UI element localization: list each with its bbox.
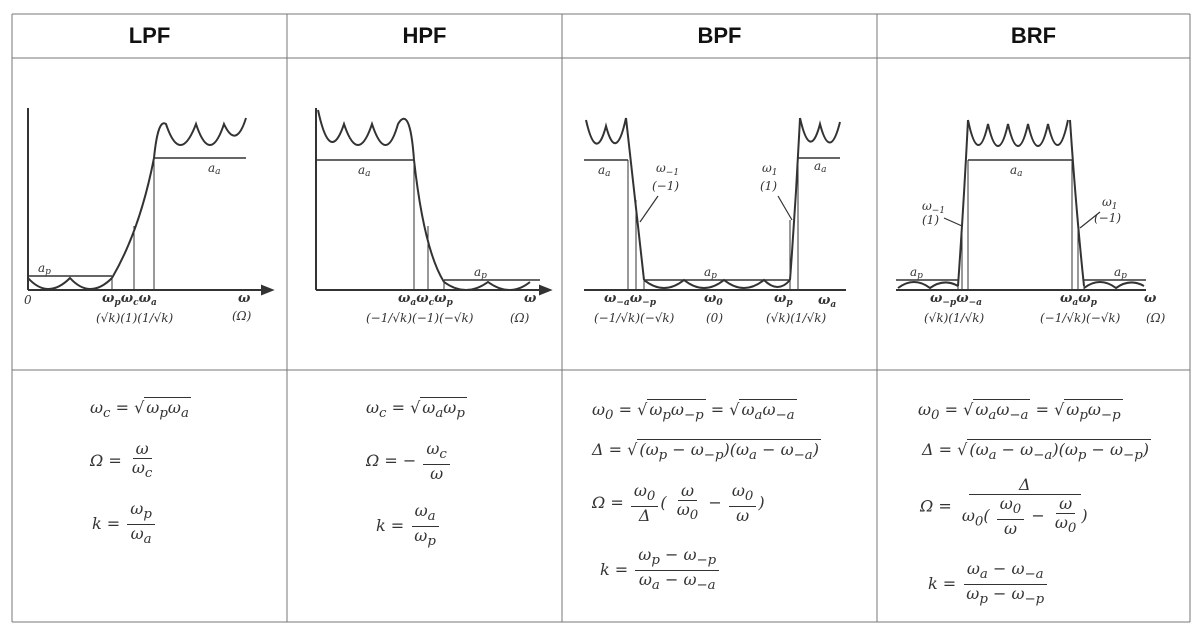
brf-ap1-label: ap: [910, 265, 923, 281]
bpf-aa1-label: aa: [598, 163, 611, 179]
bpf-w0: ω0: [704, 291, 723, 308]
bpf-left-transition: [625, 117, 645, 281]
hpf-axis-w: ω: [524, 291, 537, 306]
bpf-ticks-left: ω−aω−p: [604, 291, 657, 308]
bpf-formula-delta: Δ = √ (ωp − ω−p)(ωa − ω−a): [592, 439, 821, 464]
hpf-plot: [315, 108, 553, 296]
bpf-right-stopband: [799, 117, 841, 144]
lpf-formula-omega: Ω = ω ωc: [90, 439, 153, 482]
brf-formula-w0: ω0 = √ ωaω−a = √ ωpω−p: [918, 399, 1123, 424]
brf-plot: [896, 119, 1146, 291]
lpf-formula-k: k = ωp ωa: [92, 499, 157, 549]
header-hpf: HPF: [402, 23, 447, 48]
lpf-axis-W: (Ω): [232, 309, 252, 323]
hpf-aa-label: aa: [358, 163, 371, 179]
lpf-norm: (√k)(1)(1/√k): [96, 311, 174, 325]
bpf-norm-mid: (0): [706, 311, 723, 325]
hpf-axis-W: (Ω): [510, 311, 530, 325]
hpf-stopband-ripple: [317, 109, 415, 161]
bpf-ap-label: ap: [704, 265, 717, 281]
bpf-norm-left: (−1/√k)(−√k): [594, 311, 675, 325]
bpf-passband-ripple: [643, 278, 791, 289]
header-bpf: BPF: [697, 23, 742, 48]
brf-stopband-ripple: [967, 119, 1069, 147]
hpf-ap-label: ap: [474, 265, 487, 281]
lpf-passband-ripple: [27, 276, 113, 290]
hpf-formula-omega: Ω = − ωc ω: [366, 439, 452, 483]
bpf-wa: ωa: [818, 293, 836, 310]
bpf-ticks-right: ωp: [774, 291, 793, 308]
lpf-ticks: ωpωcωa: [102, 291, 157, 308]
bpf-plot: [584, 117, 846, 291]
bpf-aa2-label: aa: [814, 159, 827, 175]
lpf-ap-label: ap: [38, 261, 51, 277]
brf-left-passband: [897, 281, 959, 290]
brf-right-passband: [1083, 281, 1145, 290]
brf-norm-right: (−1/√k)(−√k): [1040, 311, 1121, 325]
lpf-formula-wc: ωc = √ ωpωa: [90, 397, 191, 422]
bpf-wm1: ω−1: [656, 161, 679, 178]
brf-ap2-label: ap: [1114, 265, 1127, 281]
lpf-arrow-icon: [261, 284, 275, 296]
bpf-left-stopband: [585, 117, 627, 145]
brf-formula-k: k = ωa − ω−a ωp − ω−p: [928, 559, 1049, 609]
bpf-formula-omega: Ω = ω0 Δ( ω ω0 − ω0 ω): [592, 481, 765, 526]
bpf-formula-w0: ω0 = √ ωpω−p = √ ωaω−a: [592, 399, 797, 424]
bpf-right-transition: [789, 117, 801, 281]
hpf-passband-ripple: [443, 280, 531, 291]
header-lpf: LPF: [128, 23, 171, 48]
brf-aa-label: aa: [1010, 163, 1023, 179]
hpf-ticks: ωaωcωp: [398, 291, 454, 308]
bpf-formula-k: k = ωp − ω−p ωa − ω−a: [600, 545, 721, 595]
brf-w1: ω1: [1102, 195, 1118, 212]
lpf-plot: [27, 108, 275, 296]
brf-formula-delta: Δ = √ (ωa − ω−a)(ωp − ω−p): [922, 439, 1151, 464]
bpf-p1: (1): [760, 179, 777, 193]
header-brf: BRF: [1010, 23, 1057, 48]
brf-ticks-left: ω−pω−a: [930, 291, 982, 308]
lpf-transition: [111, 157, 155, 279]
hpf-formula-wc: ωc = √ ωaωp: [366, 397, 467, 422]
brf-right-transition: [1069, 119, 1085, 287]
bpf-norm-right: (√k)(1/√k): [766, 311, 827, 325]
brf-p1: (1): [922, 213, 939, 227]
lpf-stopband-ripple: [153, 117, 247, 159]
brf-m1: (−1): [1094, 211, 1121, 225]
hpf-arrow-icon: [539, 284, 553, 296]
lpf-zero-label: 0: [24, 293, 32, 307]
hpf-formula-k: k = ωa ωp: [376, 501, 441, 551]
brf-axis-w: ω: [1144, 291, 1157, 306]
brf-ticks-right: ωaωp: [1060, 291, 1098, 308]
hpf-transition: [413, 159, 445, 283]
brf-left-transition: [957, 119, 969, 287]
hpf-norm: (−1/√k)(−1)(−√k): [366, 311, 474, 325]
table-grid: [11, 13, 1191, 623]
bpf-m1: (−1): [652, 179, 679, 193]
brf-norm-left: (√k)(1/√k): [924, 311, 985, 325]
bpf-w1: ω1: [762, 161, 778, 178]
lpf-aa-label: aa: [208, 161, 221, 177]
brf-axis-W: (Ω): [1146, 311, 1166, 325]
lpf-axis-w: ω: [238, 291, 251, 306]
